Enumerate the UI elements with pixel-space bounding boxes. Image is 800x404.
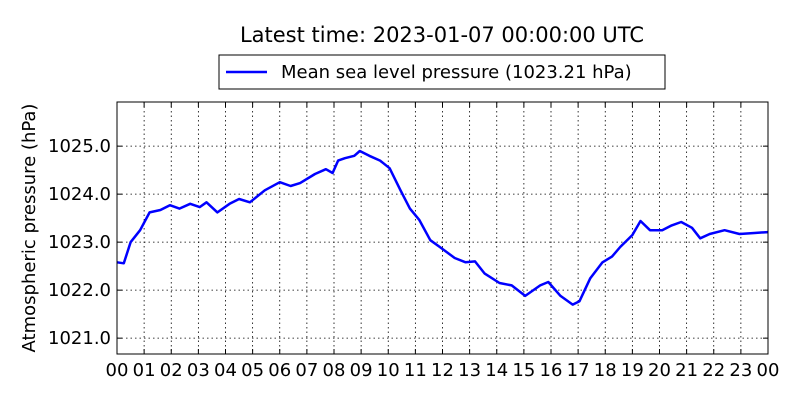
x-tick-label: 18 (594, 360, 617, 381)
x-tick-label: 07 (295, 360, 318, 381)
x-tick-label: 00 (106, 360, 129, 381)
x-tick-label: 15 (512, 360, 535, 381)
x-tick-label: 06 (268, 360, 291, 381)
x-tick-label: 04 (214, 360, 237, 381)
x-tick-label: 01 (133, 360, 156, 381)
x-tick-label: 13 (458, 360, 481, 381)
x-tick-label: 10 (377, 360, 400, 381)
x-tick-label: 20 (648, 360, 671, 381)
plot-frame (116, 101, 769, 355)
x-tick-label: 16 (540, 360, 563, 381)
x-tick-label: 02 (160, 360, 183, 381)
x-tick-label: 21 (675, 360, 698, 381)
x-tick-label: 05 (241, 360, 264, 381)
x-tick-label: 17 (567, 360, 590, 381)
legend-label: Mean sea level pressure (1023.21 hPa) (281, 62, 632, 83)
series-line-mslp (116, 149, 769, 306)
x-tick-label: 11 (404, 360, 427, 381)
y-tick-label: 1021.0 (48, 328, 111, 349)
chart-title: Latest time: 2023-01-07 00:00:00 UTC (240, 23, 644, 47)
x-tick-label: 00 (757, 360, 780, 381)
y-tick-label: 1024.0 (48, 184, 111, 205)
x-tick-label: 19 (621, 360, 644, 381)
y-axis-label: Atmospheric pressure (hPa) (19, 104, 40, 353)
y-tick-label: 1022.0 (48, 280, 111, 301)
x-tick-label: 12 (431, 360, 454, 381)
y-tick-label: 1025.0 (48, 136, 111, 157)
y-tick-label: 1023.0 (48, 232, 111, 253)
legend-box (218, 54, 666, 90)
x-tick-label: 23 (729, 360, 752, 381)
x-tick-label: 14 (485, 360, 508, 381)
grid (117, 102, 768, 354)
axis-ticks: 00 01 02 03 04 05 06 07 08 09 10 11 12 13 14 15 16 17 18 19… (48, 102, 779, 381)
x-tick-label: 09 (350, 360, 373, 381)
legend: Mean sea level pressure (1023.21 hPa) (218, 54, 666, 90)
x-tick-label: 03 (187, 360, 210, 381)
x-tick-label: 08 (323, 360, 346, 381)
x-tick-label: 22 (702, 360, 725, 381)
